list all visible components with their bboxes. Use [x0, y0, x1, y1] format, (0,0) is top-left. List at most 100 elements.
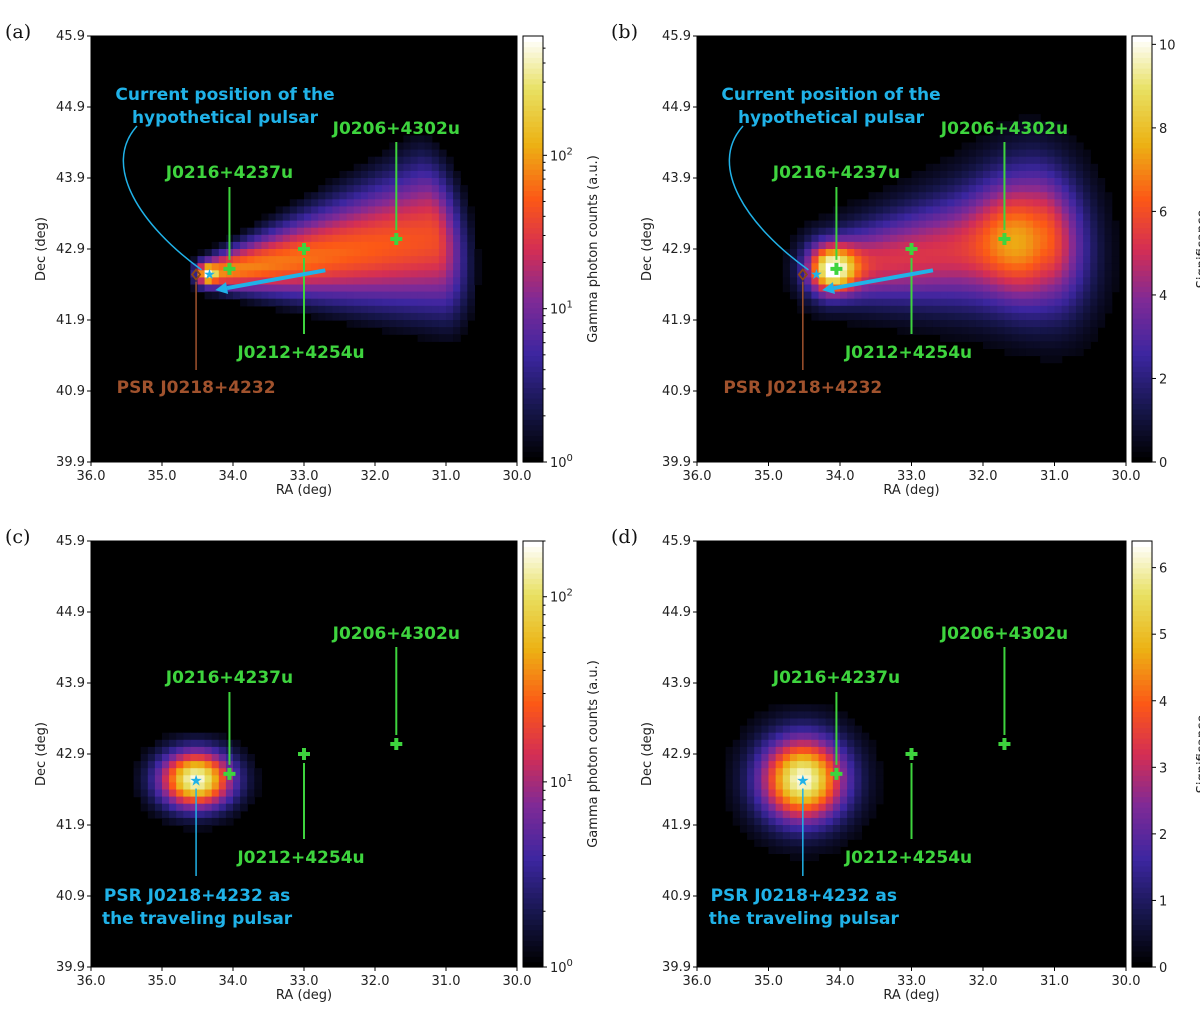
- colorbar-step: [523, 73, 543, 80]
- heatmap-cell: [296, 277, 305, 286]
- heatmap-cell: [1090, 163, 1098, 172]
- heatmap-cell: [424, 156, 433, 165]
- heatmap-cell: [289, 256, 298, 264]
- heatmap-cell: [332, 291, 341, 300]
- heatmap-cell: [254, 291, 262, 300]
- colorbar-step: [1132, 551, 1152, 558]
- colorbar-step: [523, 892, 543, 899]
- heatmap-cell: [825, 241, 834, 250]
- heatmap-cell: [1075, 142, 1084, 151]
- heatmap-cell: [739, 803, 748, 812]
- colorbar-step: [1132, 307, 1152, 314]
- heatmap-cell: [1011, 348, 1020, 357]
- heatmap-cell: [811, 739, 820, 748]
- heatmap-cell: [954, 178, 963, 186]
- heatmap-cell: [204, 810, 213, 819]
- heatmap-cell: [782, 846, 791, 854]
- heatmap-cell: [382, 213, 390, 222]
- heatmap-cell: [453, 270, 461, 278]
- heatmap-cell: [375, 234, 383, 243]
- heatmap-cell: [275, 291, 284, 300]
- pulsar-label: PSR J0218+4232: [117, 378, 276, 398]
- heatmap-cell: [190, 775, 199, 783]
- heatmap-cell: [732, 768, 741, 776]
- heatmap-cell: [925, 256, 934, 264]
- heatmap-cell: [961, 327, 970, 335]
- x-axis-label: RA (deg): [883, 988, 939, 1003]
- heatmap-cell: [389, 213, 397, 222]
- heatmap-cell: [997, 298, 1006, 307]
- heatmap-cell: [1040, 277, 1048, 286]
- pulsar-label: PSR J0218+4232 as the traveling pulsar: [709, 886, 900, 929]
- heatmap-cell: [190, 754, 199, 762]
- heatmap-cell: [818, 725, 827, 734]
- heatmap-cell: [1018, 334, 1027, 342]
- heatmap-cell: [768, 782, 777, 791]
- heatmap-cell: [382, 284, 390, 293]
- heatmap-cell: [1011, 298, 1020, 307]
- heatmap-cell: [254, 263, 262, 271]
- heatmap-cell: [925, 263, 934, 271]
- heatmap-cell: [1075, 213, 1084, 222]
- heatmap-cell: [797, 796, 805, 805]
- heatmap-cell: [997, 163, 1006, 172]
- x-tick-label: 34.0: [826, 974, 855, 989]
- colorbar-step: [1132, 110, 1152, 117]
- heatmap-cell: [804, 810, 812, 819]
- heatmap-cell: [318, 298, 326, 307]
- heatmap-cell: [431, 277, 440, 286]
- heatmap-cell: [453, 220, 461, 229]
- heatmap-cell: [968, 185, 977, 193]
- heatmap-cell: [254, 284, 262, 293]
- colorbar-tick-label: 5: [1159, 628, 1167, 643]
- heatmap-cell: [1040, 163, 1048, 172]
- heatmap-cell: [1111, 256, 1120, 264]
- heatmap-cell: [918, 327, 927, 335]
- heatmap-cell: [961, 199, 970, 207]
- heatmap-cell: [233, 789, 241, 798]
- colorbar-step: [1132, 153, 1152, 160]
- heatmap-cell: [997, 334, 1006, 342]
- heatmap-cell: [882, 298, 891, 307]
- x-axis-label: RA (deg): [883, 483, 939, 498]
- heatmap-cell: [904, 277, 913, 286]
- heatmap-cell: [360, 241, 369, 250]
- heatmap-cell: [332, 241, 341, 250]
- heatmap-cell: [1090, 312, 1098, 321]
- heatmap-cell: [311, 192, 319, 200]
- heatmap-cell: [1061, 135, 1070, 144]
- heatmap-cell: [325, 234, 333, 243]
- heatmap-cell: [1004, 142, 1013, 151]
- colorbar-tick-label: 0: [1159, 456, 1167, 471]
- heatmap-cell: [438, 192, 447, 200]
- colorbar-step: [523, 876, 543, 883]
- colorbar-tick-label: 1: [1159, 894, 1167, 909]
- motion-arrow-head: [215, 282, 229, 294]
- heatmap-cell: [840, 782, 848, 791]
- heatmap-cell: [233, 291, 241, 300]
- heatmap-cell: [861, 263, 870, 271]
- heatmap-cell: [1068, 241, 1077, 250]
- heatmap-cell: [403, 256, 412, 264]
- heatmap-cell: [453, 249, 461, 257]
- heatmap-cell: [911, 320, 920, 328]
- heatmap-cell: [339, 249, 348, 257]
- heatmap-cell: [847, 213, 855, 222]
- heatmap-cell: [247, 761, 255, 769]
- heatmap-cell: [1047, 220, 1056, 229]
- heatmap-cell: [339, 256, 348, 264]
- pulsar-star-icon: ★: [796, 772, 809, 790]
- colorbar-step: [523, 785, 543, 792]
- x-tick-label: 35.0: [754, 974, 783, 989]
- heatmap-cell: [367, 163, 376, 172]
- heatmap-cell: [797, 739, 805, 748]
- colorbar-step: [523, 722, 543, 728]
- heatmap-cell: [367, 241, 376, 250]
- heatmap-cell: [990, 234, 998, 243]
- heatmap-cell: [367, 199, 376, 207]
- heatmap-cell: [797, 256, 805, 264]
- colorbar-step: [523, 961, 543, 968]
- heatmap-cell: [282, 213, 291, 222]
- colorbar-step: [523, 764, 543, 771]
